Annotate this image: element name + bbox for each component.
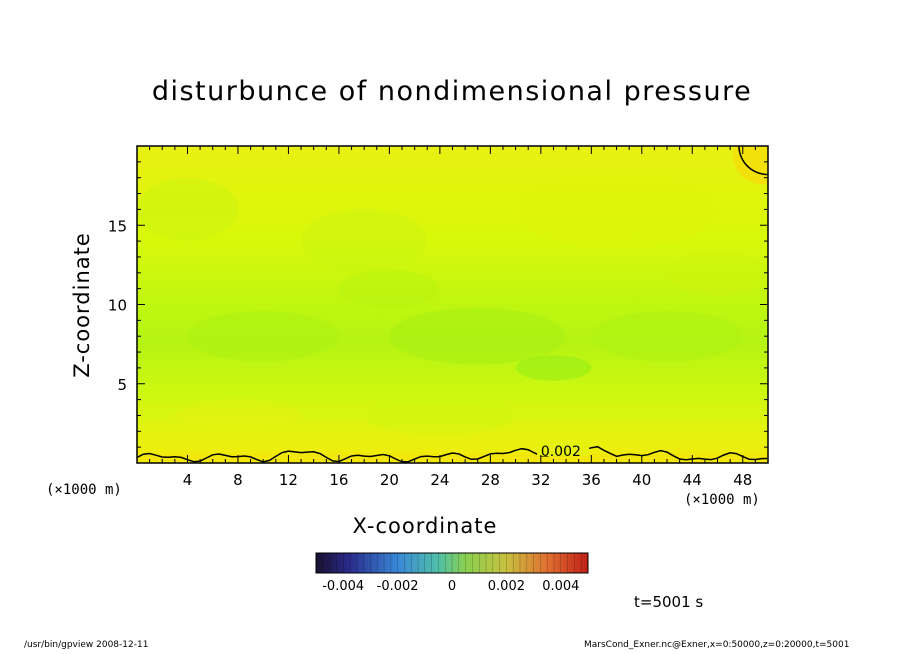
footer-right: MarsCond_Exner.nc@Exner,x=0:50000,z=0:20…	[584, 640, 850, 650]
colorbar-frame	[315, 552, 589, 574]
contour-line-corner	[738, 146, 768, 176]
x-tick-label: 16	[329, 471, 348, 489]
x-tick-label: 32	[531, 471, 550, 489]
field-surface-band	[137, 453, 768, 463]
x-tick-label: 28	[481, 471, 500, 489]
x-tick-label: 12	[279, 471, 298, 489]
contour-label: 0.002	[541, 444, 581, 460]
field-patch	[389, 307, 567, 365]
y-axis-label: Z-coordinate	[70, 232, 94, 378]
x-tick-label: 40	[632, 471, 651, 489]
field-patch	[301, 209, 428, 273]
field-high-region	[733, 146, 768, 185]
colorbar-tick-label: -0.004	[322, 579, 364, 594]
x-tick-label: 48	[733, 471, 752, 489]
field-patch	[338, 269, 440, 308]
x-unit-label-right: (×1000 m)	[684, 492, 760, 508]
field-background	[137, 146, 768, 463]
contour-line-0.002	[137, 445, 768, 463]
colorbar-tick-label: 0.002	[488, 579, 525, 594]
field-patch	[515, 355, 592, 381]
x-tick-label: 20	[380, 471, 399, 489]
chart-title: disturbunce of nondimensional pressure	[151, 76, 753, 107]
y-tick-label: 5	[117, 376, 127, 394]
y-tick-label: 10	[108, 297, 127, 315]
time-label: t=5001 s	[634, 593, 704, 611]
field-patch	[187, 310, 339, 362]
x-unit-label-left: (×1000 m)	[46, 482, 122, 498]
colorbar-fill	[316, 553, 588, 573]
footer-left: /usr/bin/gpview 2008-12-11	[24, 640, 149, 650]
colorbar-tick-label: 0	[448, 579, 456, 594]
field-patch	[667, 250, 768, 295]
x-tick-label: 8	[233, 471, 243, 489]
field-patch	[137, 177, 238, 242]
x-tick-label: 24	[430, 471, 449, 489]
colorbar-tick-label: -0.002	[377, 579, 419, 594]
field-patch	[515, 169, 718, 250]
field-patch	[174, 399, 302, 432]
field-patch	[591, 310, 743, 362]
x-tick-label: 4	[183, 471, 193, 489]
field-patch	[364, 396, 516, 435]
contour-label-bg	[537, 440, 590, 457]
y-tick-label: 15	[108, 217, 127, 235]
colorbar-tick-label: 0.004	[542, 579, 579, 594]
x-axis-label: X-coordinate	[352, 514, 498, 538]
x-tick-label: 36	[582, 471, 601, 489]
x-tick-label: 44	[683, 471, 702, 489]
